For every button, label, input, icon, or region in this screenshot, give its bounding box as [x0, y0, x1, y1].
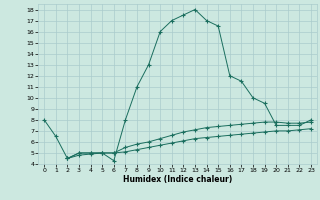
X-axis label: Humidex (Indice chaleur): Humidex (Indice chaleur)	[123, 175, 232, 184]
